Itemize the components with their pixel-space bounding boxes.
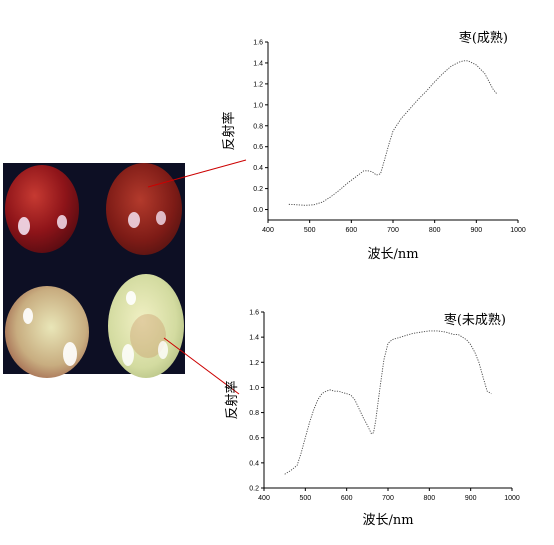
highlight bbox=[63, 342, 77, 366]
y-tick-label: 0.8 bbox=[253, 123, 263, 130]
unripe-spectrum-chart: 400 500 600 700 800 900 1000 0.2 0.4 0.6 0.8 1.0 1.2… bbox=[224, 310, 520, 529]
pointer-line-ripe bbox=[147, 159, 247, 188]
ripe-jujube-top-right bbox=[106, 163, 182, 255]
y-tick-label: 1.4 bbox=[249, 335, 259, 342]
y-tick-label: 0.2 bbox=[249, 486, 259, 493]
x-tick-label: 900 bbox=[470, 227, 482, 234]
jujube-photo bbox=[3, 163, 185, 378]
y-tick-label: 0.8 bbox=[249, 410, 259, 417]
highlight bbox=[156, 211, 166, 225]
x-tick-label: 1000 bbox=[504, 495, 520, 502]
chart-title: 枣(成熟) bbox=[459, 30, 508, 46]
y-tick-label: 1.6 bbox=[249, 310, 259, 317]
reflectance-series-line bbox=[284, 330, 492, 475]
y-tick-label: 0.6 bbox=[249, 435, 259, 442]
x-tick-label: 700 bbox=[387, 227, 399, 234]
y-tick-label: 0.6 bbox=[253, 144, 263, 151]
pointer-line-unripe bbox=[163, 337, 240, 395]
x-tick-label: 600 bbox=[341, 495, 353, 502]
highlight bbox=[57, 215, 67, 229]
y-axis-label: 反射率 bbox=[221, 111, 237, 150]
y-tick-label: 1.0 bbox=[253, 102, 263, 109]
y-tick-label: 1.6 bbox=[253, 40, 263, 47]
y-tick-label: 0.4 bbox=[249, 460, 259, 467]
y-tick-label: 1.4 bbox=[253, 60, 263, 67]
highlight bbox=[158, 341, 168, 359]
y-tick-label: 0.0 bbox=[253, 207, 263, 214]
highlight bbox=[18, 217, 30, 235]
y-tick-label: 0.2 bbox=[253, 186, 263, 193]
y-tick-label: 0.4 bbox=[253, 165, 263, 172]
x-tick-label: 800 bbox=[423, 495, 435, 502]
x-tick-label: 800 bbox=[429, 227, 441, 234]
y-tick-label: 1.0 bbox=[249, 385, 259, 392]
x-tick-label: 1000 bbox=[510, 227, 526, 234]
x-axis-label: 波长/nm bbox=[367, 247, 418, 262]
x-axis-label: 波长/nm bbox=[362, 513, 413, 528]
highlight bbox=[23, 308, 33, 324]
y-tick-label: 1.2 bbox=[249, 360, 259, 367]
chart-title: 枣(未成熟) bbox=[444, 312, 506, 328]
highlight bbox=[122, 344, 134, 366]
x-tick-label: 400 bbox=[258, 495, 270, 502]
x-tick-label: 500 bbox=[304, 227, 316, 234]
highlight bbox=[128, 212, 140, 228]
x-tick-label: 400 bbox=[262, 227, 274, 234]
ripe-jujube-top-left bbox=[5, 165, 79, 253]
ripe-spectrum-chart: 400 500 600 700 800 900 1000 0.0 0.2 0.4 0.6 0.8 1.0… bbox=[221, 30, 526, 262]
x-tick-label: 700 bbox=[382, 495, 394, 502]
x-tick-label: 600 bbox=[345, 227, 357, 234]
reflectance-series-line bbox=[288, 60, 498, 206]
y-axis-label: 反射率 bbox=[224, 380, 240, 419]
x-tick-label: 900 bbox=[465, 495, 477, 502]
blemish bbox=[130, 314, 166, 358]
x-tick-label: 500 bbox=[299, 495, 311, 502]
highlight bbox=[126, 291, 136, 305]
y-tick-label: 1.2 bbox=[253, 81, 263, 88]
unripe-jujube-bottom-left bbox=[5, 286, 89, 378]
